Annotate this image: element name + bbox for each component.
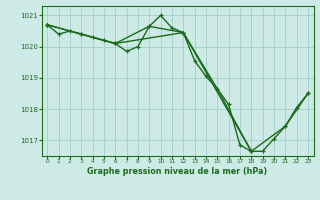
X-axis label: Graphe pression niveau de la mer (hPa): Graphe pression niveau de la mer (hPa) (87, 167, 268, 176)
